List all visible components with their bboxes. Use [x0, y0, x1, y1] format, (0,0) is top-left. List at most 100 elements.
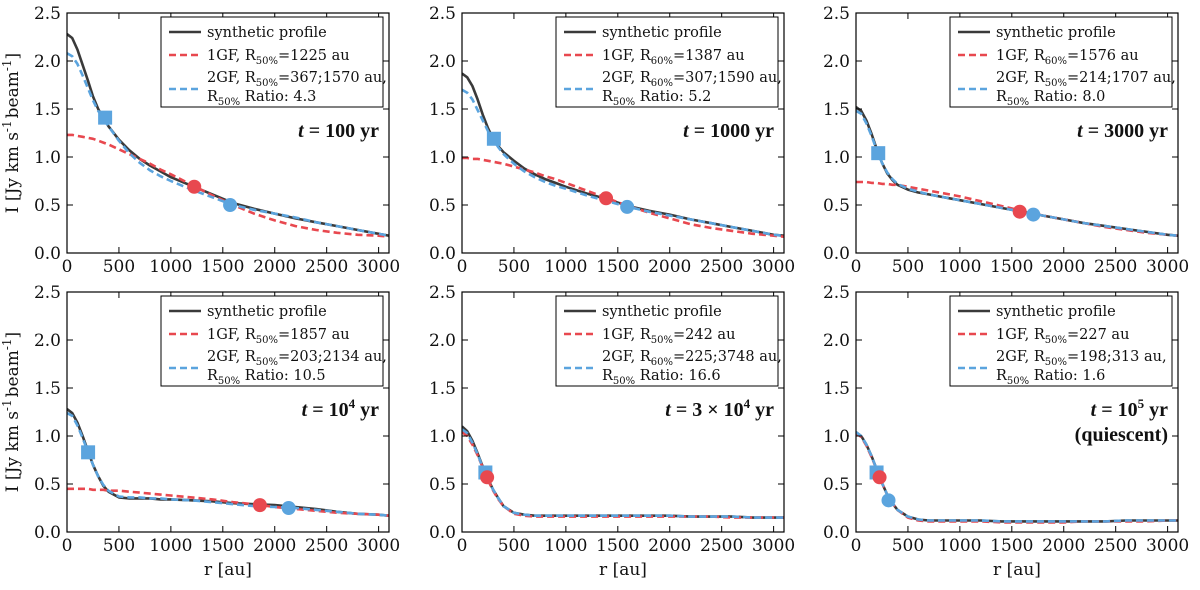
x-tick-label: 2000	[1042, 257, 1085, 277]
legend-1gf-prefix: 1GF, R	[207, 48, 257, 64]
legend-1gf-prefix: 1GF, R	[602, 327, 652, 343]
legend-2gf-prefix: 2GF, R	[602, 349, 652, 365]
legend: synthetic profile 1GF, R60%=1576 au 2GF, R…	[949, 16, 1176, 108]
legend-label-2gf: 2GF, R50%=367;1570 au,	[207, 70, 387, 89]
marker-circle-3	[620, 199, 635, 214]
axes-frame	[66, 291, 390, 533]
legend-2gf-prefix: 2GF, R	[207, 349, 257, 365]
chart-panel-2: 0 500 1000 1500 2000 2500 3000 0.0 0.5 1.0 1.5 2.0 2…	[429, 4, 795, 277]
legend-1gf-prefix: 1GF, R	[996, 327, 1046, 343]
chart-panel-5: 0 500 1000 1500 2000 2500 3000 0.0 0.5 1.0 1.5 2.0 2…	[429, 283, 795, 580]
legend-ratio-subscript: 50%	[1007, 376, 1029, 387]
legend-label-ratio: R50% Ratio: 8.0	[996, 89, 1105, 108]
series-line-2gf	[462, 88, 784, 237]
legend-2gf-value: =307;1590 au,	[673, 70, 782, 86]
legend-2gf-value: =225;3748 au,	[673, 349, 782, 365]
legend-2gf-subscript: 50%	[1045, 78, 1067, 89]
y-tick-label: 0.5	[823, 475, 850, 495]
x-tick-label: 2500	[1094, 257, 1137, 277]
x-tick-label: 3000	[1146, 257, 1189, 277]
x-tick-label: 1000	[938, 257, 981, 277]
y-tick-label: 1.0	[34, 148, 61, 168]
series-line-synthetic-profile	[67, 408, 389, 517]
legend-ratio-prefix: R	[207, 89, 219, 105]
y-tick-label: 2.5	[429, 4, 456, 24]
y-tick-label: 1.5	[34, 100, 61, 120]
x-tick-label: 2500	[305, 536, 348, 556]
x-tick-label: 2500	[700, 536, 743, 556]
x-tick-label: 0	[62, 536, 73, 556]
x-axis-label: r [au]	[993, 560, 1041, 580]
legend-label-synthetic: synthetic profile	[207, 25, 327, 41]
y-tick-label: 1.0	[34, 427, 61, 447]
x-tick-label: 1000	[149, 257, 192, 277]
x-tick-label: 0	[851, 257, 862, 277]
time-annotation-line2: (quiescent)	[1075, 424, 1168, 446]
x-axis-label: r [au]	[599, 560, 647, 580]
x-tick-label: 3000	[357, 536, 400, 556]
y-tick-label: 1.5	[823, 100, 850, 120]
y-tick-label: 2.5	[823, 283, 850, 303]
series-line-1gf	[856, 432, 1178, 524]
y-label-prefix: I [Jy km s	[3, 411, 23, 492]
x-tick-label: 3000	[1146, 536, 1189, 556]
series-line-1gf	[462, 431, 784, 519]
series-line-1gf	[67, 487, 389, 517]
time-annotation-value: = 100 yr	[304, 120, 379, 142]
y-label-prefix: I [Jy km s	[3, 132, 23, 213]
x-tick-label: 0	[457, 257, 468, 277]
time-annotation-variable: t	[1077, 120, 1084, 142]
marker-circle-2	[872, 470, 887, 485]
y-tick-label: 1.0	[429, 148, 456, 168]
x-tick-label: 500	[103, 536, 135, 556]
chart-panel-6: 0 500 1000 1500 2000 2500 3000 0.0 0.5 1.0 1.5 2.0 2…	[823, 283, 1189, 580]
y-label-exp2: -1	[0, 59, 14, 71]
legend-label-ratio: R50% Ratio: 16.6	[602, 368, 721, 387]
legend-ratio-subscript: 50%	[613, 376, 635, 387]
x-tick-label: 1000	[544, 536, 587, 556]
legend-2gf-prefix: 2GF, R	[207, 70, 257, 86]
x-tick-label: 2000	[253, 536, 296, 556]
legend-label-2gf: 2GF, R60%=225;3748 au,	[602, 349, 782, 368]
legend-1gf-value: =1857 au	[278, 327, 350, 343]
x-tick-label: 2000	[648, 536, 691, 556]
legend-label-synthetic: synthetic profile	[602, 304, 722, 320]
y-tick-label: 2.5	[823, 4, 850, 24]
y-tick-label: 0.5	[429, 196, 456, 216]
legend-label-2gf: 2GF, R50%=203;2134 au,	[207, 349, 387, 368]
x-tick-label: 2000	[648, 257, 691, 277]
time-annotation-variable: t	[302, 399, 309, 421]
legend-ratio-value: Ratio: 5.2	[635, 89, 711, 105]
marker-square-1	[81, 445, 96, 460]
time-annotation: t = 100 yr	[298, 120, 379, 142]
time-annotation: t = 1000 yr	[683, 120, 774, 142]
time-annotation-variable: t	[298, 120, 305, 142]
y-label-exp1: -1	[0, 399, 14, 411]
legend-2gf-subscript: 50%	[256, 78, 278, 89]
marker-square-1	[486, 131, 501, 146]
chart-panel-4: 0 500 1000 1500 2000 2500 3000 0.0 0.5 1.0 1.5 2.0 2…	[0, 283, 400, 580]
x-tick-label: 2000	[1042, 536, 1085, 556]
y-tick-label: 0.5	[429, 475, 456, 495]
marker-circle-2	[599, 191, 614, 206]
series-group	[67, 408, 389, 517]
y-tick-label: 2.0	[823, 331, 850, 351]
y-tick-label: 1.0	[823, 148, 850, 168]
y-tick-label: 1.0	[429, 427, 456, 447]
y-tick-label: 2.0	[429, 331, 456, 351]
legend-label-1gf: 1GF, R50%=227 au	[996, 327, 1129, 346]
series-line-synthetic-profile	[462, 72, 784, 237]
time-annotation-exponent: 5	[1138, 396, 1145, 411]
y-tick-label: 2.0	[823, 52, 850, 72]
time-annotation-exponent: 4	[349, 396, 356, 411]
x-tick-label: 1500	[990, 257, 1033, 277]
legend-label-2gf: 2GF, R50%=214;1707 au,	[996, 70, 1176, 89]
y-tick-label: 2.5	[34, 4, 61, 24]
legend-1gf-subscript: 50%	[256, 335, 278, 346]
time-annotation-exponent: 4	[744, 396, 751, 411]
y-tick-label: 0.0	[34, 523, 61, 543]
series-line-2gf	[67, 411, 389, 517]
